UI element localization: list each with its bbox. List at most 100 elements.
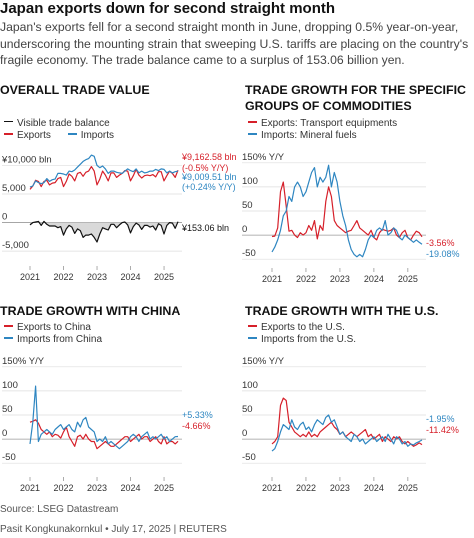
legend-item-transport: Exports: Transport equipments	[248, 118, 397, 130]
legend-item-fuels: Imports: Mineral fuels	[248, 130, 397, 142]
x-tick-label-3: 2024	[364, 483, 384, 493]
series-line-imports	[29, 154, 179, 188]
legend-label-fuels: Imports: Mineral fuels	[261, 130, 357, 141]
x-tick-label-3: 2024	[121, 483, 141, 493]
chart-commodities: 150% Y/Y 100 50 0 -50 2021 2022 2023 2024 2025 -3.…	[242, 152, 460, 284]
y-tick-label-1: 100	[2, 380, 18, 391]
x-tick-label-3: 2024	[121, 272, 141, 282]
panel-title-china: TRADE GROWTH WITH CHINA	[0, 304, 181, 318]
legend-us: Exports to the U.S. Imports from the U.S…	[248, 322, 356, 346]
series-line-imports-mineral-fuels	[271, 164, 423, 258]
annotation-3: (+0.24% Y/Y)	[182, 182, 236, 192]
series-line-exports	[29, 166, 179, 190]
legend-label-exports-us: Exports to the U.S.	[261, 322, 345, 333]
series-line-imports-from-the-u-s	[271, 414, 423, 452]
x-tick-label-4: 2025	[398, 483, 418, 493]
y-tick-label-2: 50	[242, 404, 253, 415]
credit-line: Pasit Kongkunakornkul • July 17, 2025 | …	[0, 524, 227, 535]
series-line-exports-to-china	[29, 419, 179, 450]
legend-commodities: Exports: Transport equipments Imports: M…	[248, 118, 397, 142]
x-tick-label-2: 2023	[330, 483, 350, 493]
legend-swatch-balance	[4, 121, 13, 123]
y-tick-label-3: -5,000	[2, 240, 29, 251]
y-tick-label-3: 0	[242, 428, 247, 439]
annotation-0: ¥9,162.58 bln	[181, 152, 236, 162]
x-tick-label-3: 2024	[364, 274, 384, 284]
panel-title-commodities: TRADE GROWTH FOR THE SPECIFIC GROUPS OF …	[245, 83, 466, 113]
x-tick-label-0: 2021	[20, 272, 40, 282]
y-tick-label-2: 50	[2, 404, 13, 415]
x-tick-label-0: 2021	[20, 483, 40, 493]
annotation-2: ¥9,009.51 bln	[181, 172, 236, 182]
source-note: Source: LSEG Datastream	[0, 504, 119, 515]
legend-swatch-imports	[67, 132, 77, 135]
legend-item-exports-china: Exports to China	[4, 322, 102, 334]
y-tick-label-2: 50	[242, 200, 253, 211]
legend-overall: Visible trade balance Exports Imports	[4, 118, 114, 142]
y-tick-label-1: 100	[242, 176, 258, 187]
chart-china: 150% Y/Y 100 50 0 -50 2021 2022 2023 2024 2025 +5.…	[2, 356, 213, 493]
annotation-1: -11.42%	[426, 425, 459, 435]
annotation-0: +5.33%	[182, 410, 213, 420]
chart-us: 150% Y/Y 100 50 0 -50 2021 2022 2023 2024 2025 -1.…	[242, 356, 459, 493]
y-tick-label-0: 150% Y/Y	[242, 152, 285, 163]
legend-item-exports-imports: Exports Imports	[4, 130, 114, 142]
annotation-0: -1.95%	[426, 414, 455, 424]
subtitle: Japan's exports fell for a second straig…	[0, 20, 469, 67]
legend-label-imports: Imports	[80, 130, 115, 141]
legend-label-balance: Visible trade balance	[17, 118, 110, 129]
legend-swatch-transport	[248, 120, 257, 123]
legend-swatch-fuels	[248, 132, 257, 135]
y-tick-label-2: 0	[2, 212, 7, 223]
series-line-visible-trade-balance	[29, 220, 179, 243]
annotation-4: ¥153.06 bln	[181, 223, 229, 233]
legend-label-exports-china: Exports to China	[17, 322, 91, 333]
annotation-1: -19.08%	[426, 249, 460, 259]
y-tick-label-0: ¥10,000 bln	[1, 154, 52, 165]
x-tick-label-0: 2021	[262, 483, 282, 493]
x-tick-label-4: 2025	[154, 272, 174, 282]
chart-overall-trade: ¥10,000 bln 5,000 0 -5,000 2021 2022 2023 2024 2…	[1, 152, 236, 282]
y-tick-label-3: 0	[242, 224, 247, 235]
x-tick-label-0: 2021	[262, 274, 282, 284]
y-tick-label-4: -50	[242, 248, 256, 259]
x-tick-label-2: 2023	[87, 483, 107, 493]
legend-item-imports-us: Imports from the U.S.	[248, 334, 356, 346]
x-tick-label-4: 2025	[398, 274, 418, 284]
legend-item-imports-china: Imports from China	[4, 334, 102, 346]
y-tick-label-3: 0	[2, 428, 7, 439]
legend-china: Exports to China Imports from China	[4, 322, 102, 346]
series-line-exports-to-the-u-s	[271, 397, 423, 447]
x-tick-label-1: 2022	[296, 483, 316, 493]
panel-title-us: TRADE GROWTH WITH THE U.S.	[245, 304, 439, 318]
y-tick-label-1: 100	[242, 380, 258, 391]
legend-item-balance: Visible trade balance	[4, 118, 114, 130]
legend-swatch-exports-us	[248, 324, 257, 327]
legend-label-imports-us: Imports from the U.S.	[261, 334, 357, 345]
panel-title-overall: OVERALL TRADE VALUE	[0, 83, 150, 97]
x-tick-label-4: 2025	[154, 483, 174, 493]
y-tick-label-1: 5,000	[2, 183, 26, 194]
series-line-imports-from-china	[29, 385, 179, 450]
legend-swatch-exports-china	[4, 324, 13, 327]
x-tick-label-1: 2022	[53, 483, 73, 493]
legend-label-transport: Exports: Transport equipments	[261, 118, 398, 129]
annotation-0: -3.56%	[426, 238, 455, 248]
legend-label-imports-china: Imports from China	[17, 334, 103, 345]
legend-swatch-exports	[4, 132, 13, 135]
legend-swatch-imports-us	[248, 336, 257, 339]
x-tick-label-1: 2022	[53, 272, 73, 282]
legend-item-exports-us: Exports to the U.S.	[248, 322, 356, 334]
y-tick-label-0: 150% Y/Y	[242, 356, 285, 367]
headline: Japan exports down for second straight m…	[0, 0, 336, 17]
y-tick-label-4: -50	[2, 452, 16, 463]
annotation-1: -4.66%	[182, 421, 211, 431]
annotation-1: (-0.5% Y/Y)	[182, 163, 228, 173]
y-tick-label-0: 150% Y/Y	[2, 356, 45, 367]
legend-label-exports: Exports	[17, 130, 51, 141]
legend-swatch-imports-china	[4, 336, 13, 339]
x-tick-label-2: 2023	[330, 274, 350, 284]
x-tick-label-1: 2022	[296, 274, 316, 284]
y-tick-label-4: -50	[242, 452, 256, 463]
x-tick-label-2: 2023	[87, 272, 107, 282]
